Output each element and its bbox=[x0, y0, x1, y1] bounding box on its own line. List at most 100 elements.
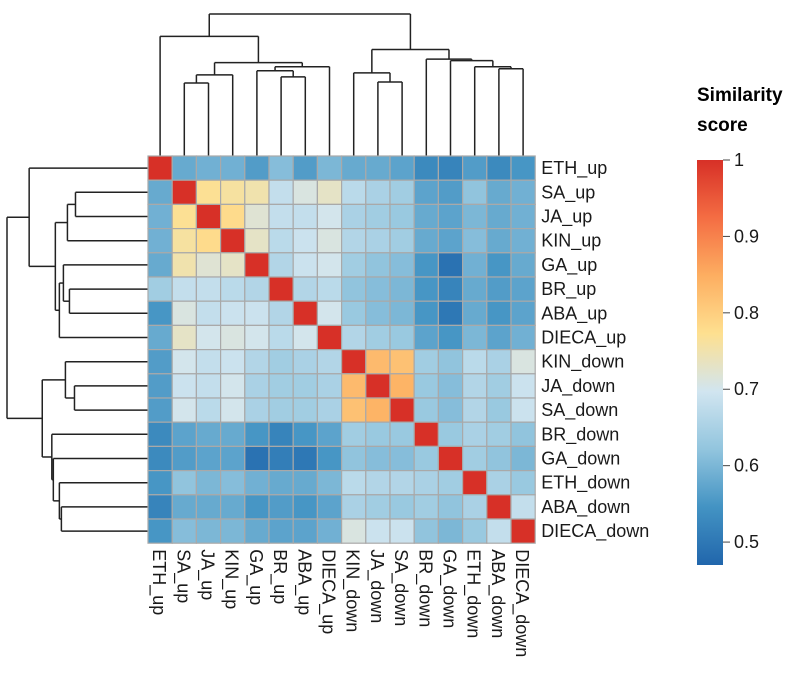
heatmap-cell-JA_up-JA_up bbox=[195, 203, 222, 230]
heatmap-cell-GA_up-DIECA_down bbox=[510, 252, 536, 278]
heatmap-cell-GA_up-JA_down bbox=[365, 252, 391, 278]
heatmap-cell-BR_up-BR_down bbox=[413, 276, 440, 302]
heatmap-cell-ABA_down-JA_up bbox=[195, 494, 222, 520]
heatmap-cell-ETH_down-ABA_down bbox=[486, 470, 512, 496]
heatmap-cell-ETH_down-JA_up bbox=[195, 470, 222, 496]
heatmap-cell-SA_down-ETH_down bbox=[462, 397, 488, 423]
heatmap-cell-JA_up-SA_down bbox=[389, 203, 415, 230]
heatmap-cell-SA_down-BR_down bbox=[413, 397, 440, 423]
heatmap-cell-KIN_down-ETH_down bbox=[462, 349, 488, 375]
heatmap-cell-ABA_up-DIECA_up bbox=[316, 300, 343, 327]
heatmap-cell-KIN_down-DIECA_up bbox=[316, 349, 343, 375]
heatmap-cell-ABA_down-GA_up bbox=[244, 494, 270, 520]
heatmap-cell-JA_down-SA_up bbox=[171, 373, 197, 399]
heatmap-cell-KIN_down-KIN_down bbox=[341, 349, 367, 375]
heatmap-cell-SA_down-GA_down bbox=[437, 397, 464, 423]
row-label-BR_down: BR_down bbox=[541, 424, 619, 445]
heatmap-cell-ABA_down-SA_up bbox=[171, 494, 197, 520]
heatmap-cell-ETH_down-GA_up bbox=[244, 470, 270, 496]
heatmap-cell-DIECA_down-DIECA_down bbox=[510, 518, 536, 544]
column-label-JA_down: JA_down bbox=[366, 549, 387, 623]
heatmap-cell-BR_up-GA_down bbox=[437, 276, 464, 302]
heatmap-cell-SA_down-KIN_up bbox=[220, 397, 246, 423]
heatmap-cell-ABA_down-JA_down bbox=[365, 494, 391, 520]
heatmap-cell-JA_up-ETH_up bbox=[147, 203, 173, 230]
heatmap-cell-DIECA_up-GA_down bbox=[437, 324, 464, 351]
heatmap-cell-GA_up-SA_down bbox=[389, 252, 415, 278]
heatmap-cell-KIN_up-JA_up bbox=[195, 228, 222, 254]
column-label-SA_up: SA_up bbox=[172, 549, 193, 603]
heatmap-cell-ABA_down-ABA_down bbox=[486, 494, 512, 520]
heatmap-cell-DIECA_up-DIECA_up bbox=[316, 324, 343, 351]
heatmap-cell-KIN_up-SA_down bbox=[389, 228, 415, 254]
column-label-ETH_up: ETH_up bbox=[148, 549, 169, 615]
heatmap-cell-ETH_up-GA_down bbox=[437, 155, 464, 181]
heatmap-cell-GA_up-GA_up bbox=[244, 252, 270, 278]
heatmap-cell-GA_down-DIECA_down bbox=[510, 445, 536, 472]
heatmap-cell-DIECA_down-ABA_up bbox=[292, 518, 319, 544]
heatmap-cell-BR_up-ETH_up bbox=[147, 276, 173, 302]
heatmap-cell-KIN_down-JA_down bbox=[365, 349, 391, 375]
heatmap-cell-GA_down-ABA_down bbox=[486, 445, 512, 472]
heatmap-cell-ETH_up-DIECA_down bbox=[510, 155, 536, 181]
legend-color-bar bbox=[697, 160, 723, 565]
heatmap-cell-KIN_up-ABA_up bbox=[292, 228, 319, 254]
heatmap-cell-DIECA_up-GA_up bbox=[244, 324, 270, 351]
row-label-KIN_down: KIN_down bbox=[541, 352, 624, 373]
heatmap-cell-JA_down-ABA_down bbox=[486, 373, 512, 399]
heatmap-cell-ABA_up-JA_up bbox=[195, 300, 222, 327]
heatmap-cell-GA_up-ETH_down bbox=[462, 252, 488, 278]
heatmap-cell-BR_down-BR_down bbox=[413, 421, 440, 448]
heatmap-cell-KIN_down-ABA_down bbox=[486, 349, 512, 375]
heatmap-cell-BR_down-ABA_up bbox=[292, 421, 319, 448]
column-label-KIN_up: KIN_up bbox=[221, 549, 242, 609]
heatmap-cell-ETH_up-DIECA_up bbox=[316, 155, 343, 181]
heatmap-cell-ABA_down-KIN_down bbox=[341, 494, 367, 520]
heatmap-cell-JA_up-GA_up bbox=[244, 203, 270, 230]
heatmap-cell-ABA_up-JA_down bbox=[365, 300, 391, 327]
column-label-BR_up: BR_up bbox=[269, 549, 290, 604]
heatmap-cell-SA_up-JA_down bbox=[365, 179, 391, 205]
heatmap-cell-BR_down-ABA_down bbox=[486, 421, 512, 448]
row-label-BR_up: BR_up bbox=[541, 279, 596, 300]
heatmap-cell-JA_up-JA_down bbox=[365, 203, 391, 230]
heatmap-cell-DIECA_down-KIN_down bbox=[341, 518, 367, 544]
heatmap-cell-BR_down-DIECA_up bbox=[316, 421, 343, 448]
column-label-JA_up: JA_up bbox=[197, 549, 218, 600]
heatmap-cell-SA_down-BR_up bbox=[268, 397, 294, 423]
heatmap-cell-SA_down-DIECA_down bbox=[510, 397, 536, 423]
column-label-GA_down: GA_down bbox=[439, 549, 460, 628]
heatmap-cell-SA_down-SA_down bbox=[389, 397, 415, 423]
heatmap-cell-DIECA_up-ABA_up bbox=[292, 324, 319, 351]
heatmap-cell-JA_up-BR_down bbox=[413, 203, 440, 230]
heatmap-cell-DIECA_down-ETH_up bbox=[147, 518, 173, 544]
heatmap-cell-KIN_up-ABA_down bbox=[486, 228, 512, 254]
heatmap-cell-SA_down-KIN_down bbox=[341, 397, 367, 423]
heatmap-cell-DIECA_up-ABA_down bbox=[486, 324, 512, 351]
heatmap-cell-ETH_down-JA_down bbox=[365, 470, 391, 496]
heatmap-cell-BR_up-ABA_down bbox=[486, 276, 512, 302]
heatmap-cell-ETH_up-ETH_up bbox=[147, 155, 173, 181]
column-label-KIN_down: KIN_down bbox=[342, 549, 363, 632]
heatmap-cell-JA_down-ABA_up bbox=[292, 373, 319, 399]
heatmap-cell-JA_down-ETH_down bbox=[462, 373, 488, 399]
heatmap-cell-GA_up-GA_down bbox=[437, 252, 464, 278]
heatmap-cell-GA_down-GA_up bbox=[244, 445, 270, 472]
heatmap-cell-ABA_up-KIN_down bbox=[341, 300, 367, 327]
heatmap-cell-KIN_up-DIECA_up bbox=[316, 228, 343, 254]
heatmap-cell-ETH_down-KIN_up bbox=[220, 470, 246, 496]
row-label-DIECA_up: DIECA_up bbox=[541, 328, 626, 349]
heatmap-cell-SA_up-KIN_up bbox=[220, 179, 246, 205]
heatmap-cell-ETH_down-BR_down bbox=[413, 470, 440, 496]
legend-tick-label: 0.8 bbox=[734, 303, 759, 323]
heatmap-cell-ETH_down-DIECA_down bbox=[510, 470, 536, 496]
heatmap-cell-KIN_up-BR_down bbox=[413, 228, 440, 254]
heatmap-cell-DIECA_down-BR_up bbox=[268, 518, 294, 544]
heatmap-cell-ABA_down-SA_down bbox=[389, 494, 415, 520]
heatmap-cell-DIECA_up-ETH_down bbox=[462, 324, 488, 351]
heatmap-cell-ETH_up-KIN_up bbox=[220, 155, 246, 181]
row-label-SA_down: SA_down bbox=[541, 400, 618, 421]
row-label-ETH_down: ETH_down bbox=[541, 473, 630, 494]
heatmap-cell-BR_down-JA_up bbox=[195, 421, 222, 448]
column-label-ABA_up: ABA_up bbox=[293, 549, 314, 615]
